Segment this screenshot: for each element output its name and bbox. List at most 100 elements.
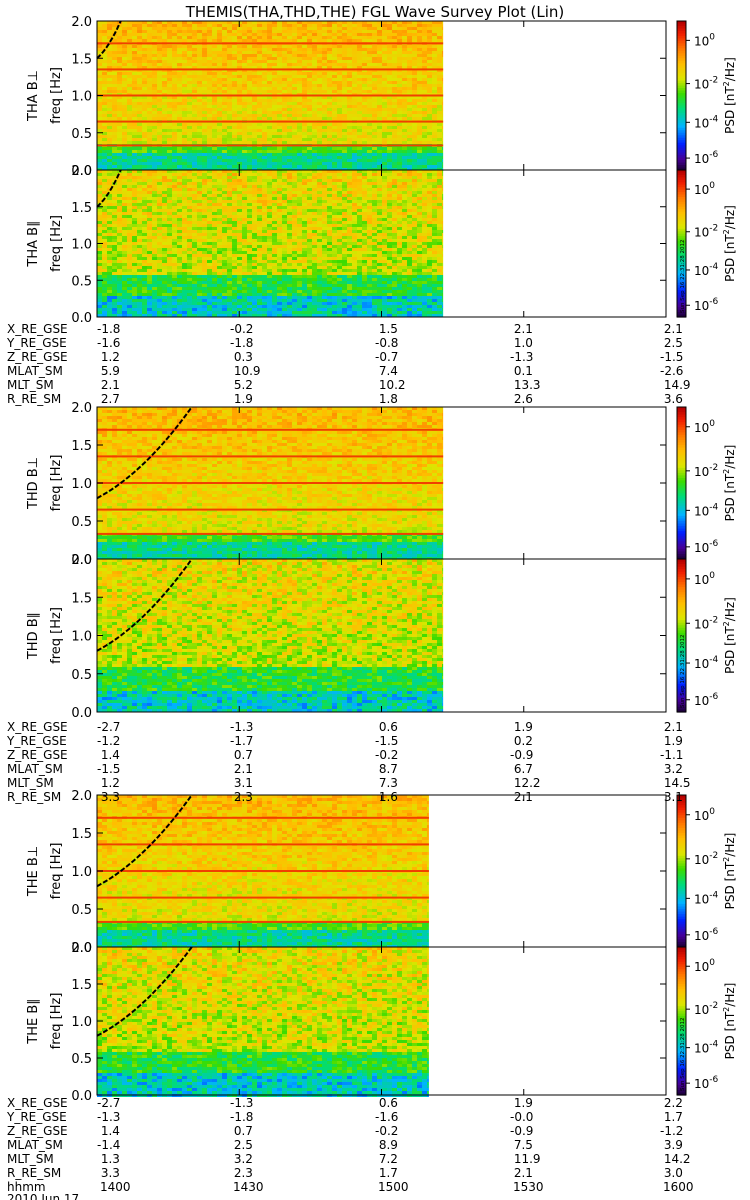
colorbar-tick-label: 100 bbox=[694, 181, 715, 197]
colorbar-tick-label: 10-2 bbox=[694, 615, 718, 631]
emission-line bbox=[97, 428, 444, 431]
ephemeris-value: 2.3 bbox=[230, 790, 253, 804]
time-axis: hhmm 1400 1430 1500 1530 1600 2010 Jun 17 bbox=[7, 1180, 694, 1200]
fce-curve bbox=[96, 20, 122, 60]
ephemeris-value: -1.8 bbox=[230, 1110, 253, 1124]
ephemeris-value: 14.9 bbox=[660, 378, 691, 392]
ephemeris-value: 1.3 bbox=[97, 1152, 120, 1166]
timestamp-stamp: Sun Sep 16 22:31:28 2012 bbox=[680, 239, 686, 313]
colorbar-tick-label: 10-6 bbox=[694, 297, 719, 313]
y-tick-label: 2.0 bbox=[71, 401, 92, 416]
ephemeris-value: 0.7 bbox=[230, 748, 253, 762]
y-tick-label: 1.5 bbox=[71, 591, 92, 606]
ephemeris-value: 3.2 bbox=[660, 762, 683, 776]
y-tick-label: 0.5 bbox=[71, 668, 92, 683]
ephemeris-row-label: Z_RE_GSE bbox=[7, 748, 68, 762]
ephemeris-row-label: Y_RE_GSE bbox=[6, 734, 67, 748]
y-tick-label: 1.0 bbox=[71, 630, 92, 645]
ephemeris-value: 6.7 bbox=[510, 762, 533, 776]
ephemeris-value: 2.1 bbox=[230, 762, 253, 776]
ephemeris-value: -1.5 bbox=[97, 762, 120, 776]
ephemeris-value: 7.2 bbox=[375, 1152, 398, 1166]
ephemeris-value: 1.4 bbox=[97, 748, 120, 762]
timestamp-stamp: Sun Sep 16 22:31:28 2012 bbox=[680, 1017, 686, 1091]
emission-line bbox=[97, 532, 444, 535]
emission-line bbox=[97, 455, 444, 458]
emission-line bbox=[97, 94, 444, 97]
colorbar-label: PSD [nT2/Hz] bbox=[722, 445, 737, 522]
ephemeris-value: 1.2 bbox=[97, 776, 120, 790]
y-tick-label: 2.0 bbox=[71, 941, 92, 956]
ephemeris-value: 2.1 bbox=[510, 790, 533, 804]
y-tick-label: 1.5 bbox=[71, 978, 92, 993]
ephemeris-value: -0.0 bbox=[510, 1110, 533, 1124]
figure-title: THEMIS(THA,THD,THE) FGL Wave Survey Plot… bbox=[185, 3, 564, 21]
y-axis-unit-label: freq [Hz] bbox=[49, 993, 64, 1050]
y-tick-label: 0.5 bbox=[71, 903, 92, 918]
panel-tha-bpar: 0.0 0.5 1.0 1.5 2.0 THA B∥ freq [Hz] bbox=[26, 164, 667, 326]
ephemeris-value: -0.2 bbox=[375, 748, 398, 762]
ephemeris-value: -1.6 bbox=[97, 336, 120, 350]
ephemeris-value: 5.9 bbox=[97, 364, 120, 378]
ephemeris-value: -1.4 bbox=[97, 1138, 120, 1152]
ephemeris-value: 1.8 bbox=[375, 392, 398, 406]
spectrogram bbox=[97, 170, 444, 317]
ephemeris-value: 3.3 bbox=[97, 1166, 120, 1180]
emission-line bbox=[97, 870, 429, 872]
ephemeris-value: 2.1 bbox=[660, 720, 683, 734]
y-tick-label: 0.5 bbox=[71, 515, 92, 530]
ephemeris-value: -1.3 bbox=[97, 1110, 120, 1124]
ephemeris-thd: X_RE_GSE -2.7 -1.3 0.6 1.9 2.1 Y_RE_GSE -1.2… bbox=[6, 720, 691, 804]
ephemeris-value: 2.1 bbox=[97, 378, 120, 392]
ephemeris-value: 11.9 bbox=[510, 1152, 541, 1166]
ephemeris-row-label: Y_RE_GSE bbox=[6, 336, 67, 350]
ephemeris-value: 7.5 bbox=[510, 1138, 533, 1152]
y-axis-label: THA B∥ bbox=[26, 220, 41, 267]
ephemeris-value: 3.3 bbox=[97, 790, 120, 804]
ephemeris-value: 1.9 bbox=[510, 1096, 533, 1110]
spectrogram bbox=[97, 947, 429, 1097]
fce-curve bbox=[96, 558, 193, 652]
y-axis-label: THD B∥ bbox=[26, 612, 41, 660]
ephemeris-value: -1.2 bbox=[97, 734, 120, 748]
y-axis-label: THE B⊥ bbox=[26, 846, 41, 897]
colorbar: 100 10-2 10-4 10-6 PSD [nT2/Hz] bbox=[676, 794, 737, 948]
ephemeris-row-label: X_RE_GSE bbox=[7, 322, 68, 336]
y-tick-label: 0.0 bbox=[71, 164, 92, 179]
colorbar: 100 10-2 10-4 10-6 PSD [nT2/Hz] bbox=[676, 20, 737, 171]
colorbar-tick-label: 10-6 bbox=[694, 539, 719, 555]
ephemeris-value: 2.6 bbox=[510, 392, 533, 406]
ephemeris-value: -1.8 bbox=[230, 336, 253, 350]
ephemeris-value: -1.3 bbox=[230, 720, 253, 734]
ephemeris-value: -2.6 bbox=[660, 364, 683, 378]
ephemeris-value: 3.1 bbox=[230, 776, 253, 790]
ephemeris-value: -0.2 bbox=[230, 322, 253, 336]
ephemeris-value: 8.7 bbox=[375, 762, 398, 776]
time-tick-label: 1530 bbox=[513, 1180, 544, 1194]
colorbar-tick-label: 10-2 bbox=[694, 1001, 718, 1017]
ephemeris-value: 2.1 bbox=[510, 1166, 533, 1180]
ephemeris-value: -0.9 bbox=[510, 748, 533, 762]
colorbar-tick-label: 100 bbox=[694, 958, 715, 974]
ephemeris-row-label: X_RE_GSE bbox=[7, 720, 68, 734]
ephemeris-value: -0.9 bbox=[510, 1124, 533, 1138]
ephemeris-value: 3.9 bbox=[660, 1138, 683, 1152]
ephemeris-value: 0.6 bbox=[375, 720, 398, 734]
colorbar-tick-label: 10-4 bbox=[694, 262, 719, 278]
ephemeris-tha: X_RE_GSE -1.8 -0.2 1.5 2.1 2.1Y_RE_GSE -1.6… bbox=[6, 322, 691, 406]
colorbar-tick-label: 100 bbox=[694, 32, 715, 48]
emission-line bbox=[97, 508, 444, 511]
y-tick-label: 1.5 bbox=[71, 52, 92, 67]
ephemeris-value: 2.5 bbox=[230, 1138, 253, 1152]
colorbar-tick-label: 100 bbox=[694, 571, 715, 587]
ephemeris-value: 1.7 bbox=[375, 1166, 398, 1180]
ephemeris-value: 2.5 bbox=[660, 336, 683, 350]
ephemeris-value: 1.6 bbox=[375, 790, 398, 804]
y-tick-label: 1.0 bbox=[71, 1015, 92, 1030]
ephemeris-value: 1.9 bbox=[510, 720, 533, 734]
fce-curve bbox=[96, 169, 122, 208]
y-tick-label: 2.0 bbox=[71, 15, 92, 30]
ephemeris-row-label: Z_RE_GSE bbox=[7, 1124, 68, 1138]
ephemeris-row-label: MLAT_SM bbox=[7, 1138, 63, 1152]
